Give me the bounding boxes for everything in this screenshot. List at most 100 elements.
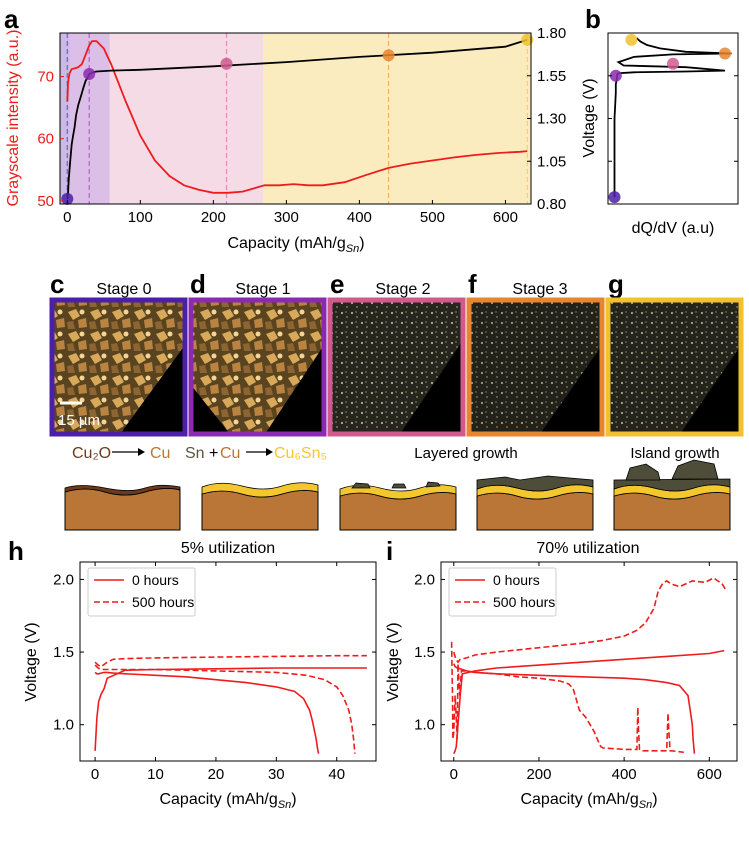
panel-h: h 5% utilization 0 10 20 30 40 1.0 1.5 2.0 0 h… <box>8 536 377 811</box>
micrograph-c-film <box>52 300 185 434</box>
y-tick-label: 1.55 <box>537 68 566 85</box>
plot-a-left-ticks: 50 60 70 <box>37 69 64 210</box>
stage-marker <box>625 33 638 46</box>
voltage-line <box>66 38 528 200</box>
plot-h-title: 5% utilization <box>181 540 275 557</box>
panel-i: i 70% utilization 0 200 400 600 1.0 1.5 2.0 0… <box>385 536 738 811</box>
y-tick-label: 50 <box>37 193 54 210</box>
micrograph-row: c d e f g Stage 0 Stage 1 Stage 2 Stage … <box>49 269 744 437</box>
stage-marker <box>521 33 534 46</box>
plot-a-right-ylabel: Voltage (V) <box>581 78 598 157</box>
stage-region <box>263 33 531 204</box>
micrograph-g-film <box>608 300 741 434</box>
plot-i-xlabel: Capacity (mAh/gSn) <box>520 791 657 811</box>
series-500-hours <box>450 577 728 754</box>
plot-h-legend: 0 hours 500 hours <box>87 567 196 617</box>
plot-i-series <box>450 577 728 755</box>
schematic-2-nucleus <box>391 483 407 489</box>
x-tick-label: 400 <box>347 209 372 226</box>
panel-letter-c: c <box>50 269 64 299</box>
plot-b-markers <box>608 33 731 204</box>
reaction-arrowhead-1 <box>138 448 145 456</box>
micrograph-f-border <box>466 297 605 437</box>
dqdv-line <box>613 37 732 198</box>
schematic-4-island <box>671 459 719 480</box>
y-tick-label: 60 <box>37 131 54 148</box>
y-tick-label: 1.30 <box>537 111 566 128</box>
y-tick-label: 1.5 <box>414 644 435 661</box>
panel-a: a 0 100 200 300 400 500 600 50 60 70 0.80 1.05 1.3… <box>4 4 598 255</box>
plot-h-ylabel: Voltage (V) <box>23 622 40 701</box>
x-tick-label: 600 <box>697 766 722 783</box>
x-tick-label: 10 <box>147 766 164 783</box>
x-tick-label: 100 <box>128 209 153 226</box>
reaction-labels: Cu₂O Cu Sn + Cu Cu₆Sn₅ Layered growth Is… <box>72 445 720 462</box>
schematic-0-oxide <box>64 484 181 496</box>
micrograph-d-border <box>188 297 327 437</box>
y-tick-label: 1.80 <box>537 25 566 42</box>
panel-letter-d: d <box>190 269 206 299</box>
stage-marker <box>608 191 621 204</box>
island-growth-label: Island growth <box>630 445 719 462</box>
plot-i-xticks: 0 200 400 600 <box>450 562 722 783</box>
reaction-cu: Cu <box>150 445 170 462</box>
x-tick-label: 400 <box>612 766 637 783</box>
x-tick-label: 40 <box>328 766 345 783</box>
micrograph-c-border <box>49 297 188 437</box>
x-tick-label: 0 <box>63 209 71 226</box>
y-tick-label: 2.0 <box>414 571 435 588</box>
x-tick-label: 30 <box>268 766 285 783</box>
grayscale-line <box>66 40 528 194</box>
schematic-4-tin-layer <box>613 478 731 492</box>
y-tick-label: 1.5 <box>53 644 74 661</box>
schematic-3-tin-layer <box>476 475 594 492</box>
plot-a-xlabel: Capacity (mAh/gSn) <box>227 235 364 255</box>
panel-letter-g: g <box>608 269 624 299</box>
stage-marker <box>220 57 233 70</box>
stage-marker <box>61 192 74 205</box>
series-0-hours <box>94 667 367 754</box>
y-tick-label: 2.0 <box>53 571 74 588</box>
schematic-2-nucleus <box>425 481 441 488</box>
schematic-4-island <box>625 463 661 481</box>
x-tick-label: 500 <box>420 209 445 226</box>
x-tick-label: 600 <box>493 209 518 226</box>
series-500-hours <box>94 654 367 754</box>
plot-h-yticks: 1.0 1.5 2.0 <box>53 571 376 734</box>
x-tick-label: 20 <box>208 766 225 783</box>
growth-schematics <box>64 459 731 531</box>
panel-b: b dQ/dV (a.u) <box>585 4 739 237</box>
plot-a-series <box>66 38 528 200</box>
plot-a-markers <box>61 33 534 205</box>
panel-letter-h: h <box>8 536 24 566</box>
plot-h-xticks: 0 10 20 30 40 <box>91 562 345 783</box>
reaction-arrowhead-2 <box>266 448 273 456</box>
stage-2-label: Stage 2 <box>375 281 430 298</box>
scale-bar-label: 15 µm <box>58 412 100 429</box>
panel-letter-e: e <box>330 269 344 299</box>
x-tick-label: 0 <box>450 766 458 783</box>
plot-a-left-ylabel: Grayscale intensity (a.u.) <box>5 30 22 207</box>
plot-i-title: 70% utilization <box>536 540 639 557</box>
x-tick-label: 0 <box>91 766 99 783</box>
stage-regions <box>60 33 531 204</box>
plot-i-yticks: 1.0 1.5 2.0 <box>414 571 737 734</box>
reaction-sn: Sn <box>185 445 205 462</box>
legend-label-0-hours: 0 hours <box>132 572 179 588</box>
legend-label-0-hours: 0 hours <box>493 572 540 588</box>
legend-label-500-hours: 500 hours <box>493 594 555 610</box>
panel-letter-b: b <box>585 4 601 34</box>
y-tick-label: 1.0 <box>414 717 435 734</box>
plot-b-ticks <box>608 32 738 205</box>
stage-region <box>109 33 264 204</box>
micrograph-f-film <box>469 300 602 434</box>
y-tick-label: 1.0 <box>53 717 74 734</box>
y-tick-label: 1.05 <box>537 153 566 170</box>
schematic-2-nucleus <box>351 482 371 489</box>
reaction-plus: + <box>209 445 218 462</box>
stage-marker <box>719 47 731 60</box>
x-tick-label: 200 <box>526 766 551 783</box>
plot-b-series <box>613 37 732 198</box>
plot-h-frame <box>79 561 377 762</box>
